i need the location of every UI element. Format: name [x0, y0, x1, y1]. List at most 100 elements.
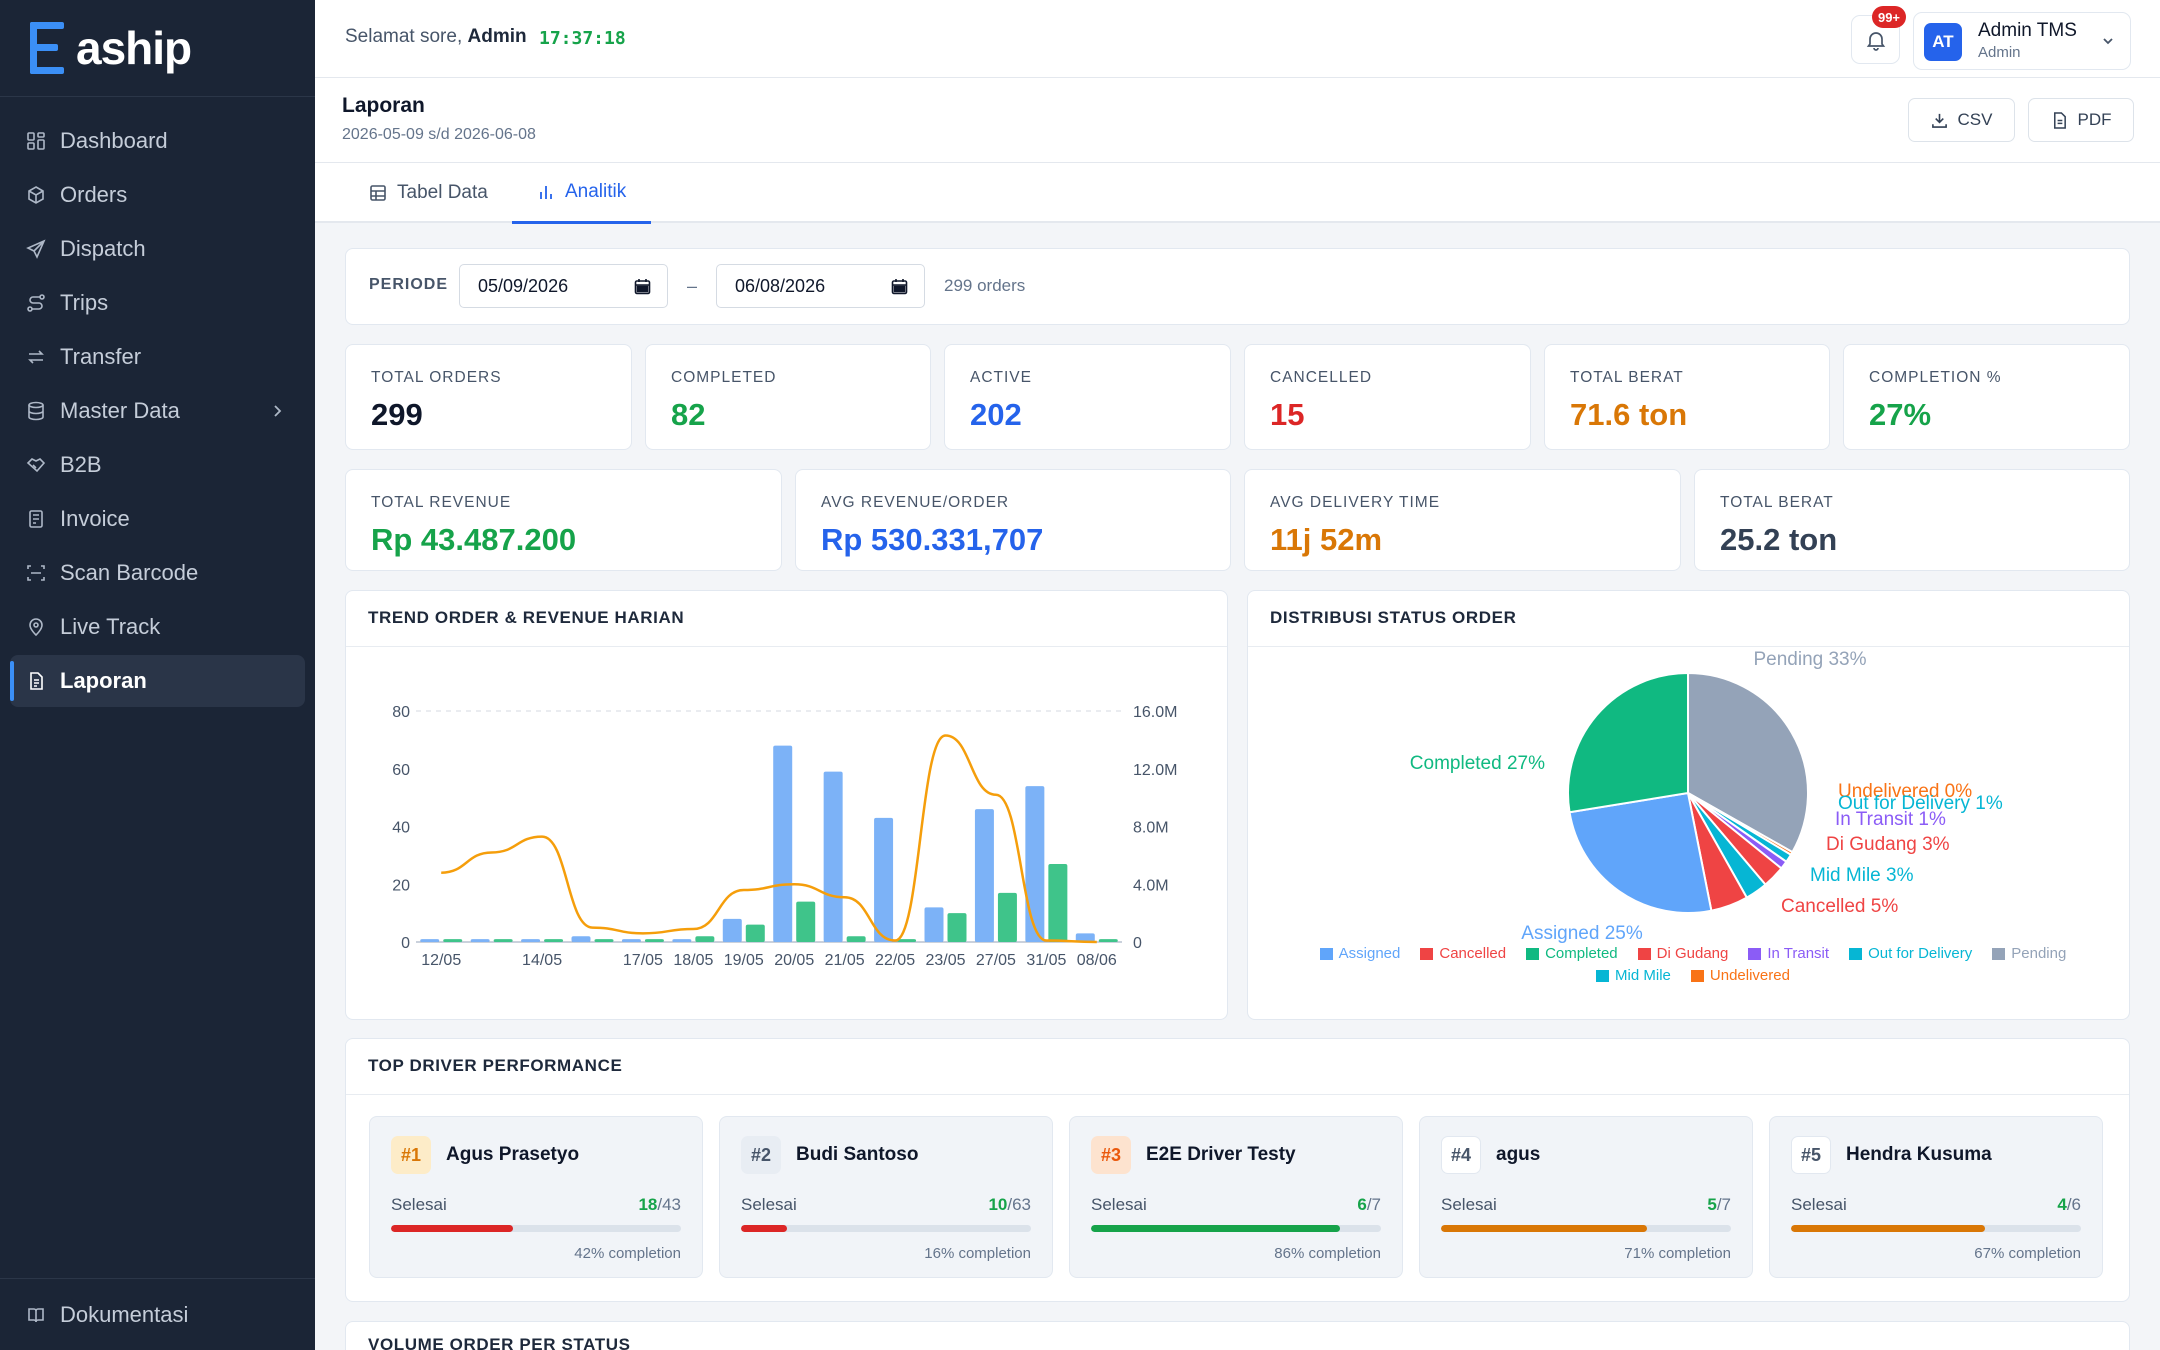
- book-icon: [28, 1307, 44, 1322]
- stat-label: AVG REVENUE/ORDER: [821, 494, 1010, 511]
- driver-card[interactable]: #2 Budi Santoso Selesai 10/63 16% completion: [719, 1116, 1053, 1278]
- send-icon: [26, 239, 46, 259]
- sidebar-item-trips[interactable]: Trips: [10, 277, 305, 329]
- panel-title: DISTRIBUSI STATUS ORDER: [1270, 608, 1517, 627]
- notification-badge: 99+: [1872, 6, 1906, 28]
- pie-slice-label: Pending 33%: [1753, 649, 1866, 670]
- driver-total-count: /63: [1007, 1195, 1031, 1214]
- invoice-icon: [26, 509, 46, 529]
- legend-item[interactable]: Pending: [1992, 945, 2066, 962]
- sidebar-item-laporan[interactable]: Laporan: [10, 655, 305, 707]
- driver-done-label: Selesai: [1791, 1195, 1847, 1214]
- sidebar-item-label: Orders: [60, 182, 128, 207]
- legend-item[interactable]: Di Gudang: [1637, 945, 1728, 962]
- driver-card[interactable]: #4 agus Selesai 5/7 71% completion: [1419, 1116, 1753, 1278]
- panel-title: VOLUME ORDER PER STATUS: [368, 1335, 631, 1350]
- legend-item[interactable]: Completed: [1526, 945, 1618, 962]
- sidebar-item-invoice[interactable]: Invoice: [10, 493, 305, 545]
- driver-card[interactable]: #1 Agus Prasetyo Selesai 18/43 42% completio…: [369, 1116, 703, 1278]
- legend-item[interactable]: Out for Delivery: [1849, 945, 1972, 962]
- legend-label: Undelivered: [1709, 967, 1790, 984]
- driver-completed-count: 10/63: [988, 1195, 1031, 1215]
- tab-analitik[interactable]: Analitik: [512, 163, 652, 224]
- sidebar-item-b2b[interactable]: B2B: [10, 439, 305, 491]
- sidebar-item-master-data[interactable]: Master Data: [10, 385, 305, 437]
- driver-completion-text: 86% completion: [1274, 1245, 1381, 1262]
- volume-panel: VOLUME ORDER PER STATUS: [345, 1321, 2130, 1350]
- sidebar: aship Dashboard Orders Dispatch Trips Tr…: [0, 0, 315, 1350]
- driver-rank-badge: #4: [1441, 1136, 1481, 1174]
- route-icon: [26, 293, 46, 313]
- export-pdf-button[interactable]: PDF: [2028, 98, 2134, 142]
- sidebar-item-dokumentasi[interactable]: Dokumentasi: [0, 1278, 315, 1350]
- driver-card[interactable]: #3 E2E Driver Testy Selesai 6/7 86% completi…: [1069, 1116, 1403, 1278]
- driver-done-count: 18: [638, 1195, 658, 1214]
- sidebar-item-label: B2B: [60, 452, 102, 477]
- date-to-input[interactable]: 06/08/2026: [716, 264, 925, 308]
- export-csv-button[interactable]: CSV: [1908, 98, 2015, 142]
- sidebar-item-dashboard[interactable]: Dashboard: [10, 115, 305, 167]
- sidebar-item-orders[interactable]: Orders: [10, 169, 305, 221]
- sidebar-item-scan-barcode[interactable]: Scan Barcode: [10, 547, 305, 599]
- driver-total-count: /6: [2066, 1195, 2081, 1214]
- brand-logo[interactable]: aship: [0, 0, 315, 97]
- completion-progress-fill: [1091, 1225, 1341, 1232]
- date-from-input[interactable]: 05/09/2026: [459, 264, 668, 308]
- driver-name: E2E Driver Testy: [1146, 1144, 1296, 1165]
- legend-label: Assigned: [1338, 945, 1401, 962]
- driver-done-count: 5: [1707, 1195, 1717, 1214]
- stat-label: TOTAL ORDERS: [371, 369, 502, 386]
- pie-slice-label: In Transit 1%: [1835, 809, 1946, 830]
- logo-mark-icon: [30, 22, 70, 74]
- bar: [1098, 939, 1118, 942]
- legend-label: Completed: [1545, 945, 1618, 962]
- driver-card[interactable]: #5 Hendra Kusuma Selesai 4/6 67% completion: [1769, 1116, 2103, 1278]
- legend-item[interactable]: Undelivered: [1690, 967, 1790, 984]
- user-menu[interactable]: AT Admin TMS Admin: [1913, 12, 2131, 70]
- legend-item[interactable]: Assigned: [1319, 945, 1401, 962]
- bar: [571, 936, 591, 942]
- tab-tabel-data[interactable]: Tabel Data: [369, 163, 488, 223]
- legend-item[interactable]: Cancelled: [1420, 945, 1506, 962]
- stat-total-revenue: TOTAL REVENUE Rp 43.487.200: [345, 469, 782, 571]
- stat-cancelled: CANCELLED 15: [1244, 344, 1531, 450]
- pie-legend: Assigned Cancelled Completed Di Gudang In Tr…: [1288, 945, 2098, 989]
- legend-swatch: [1420, 947, 1434, 960]
- y-right-tick-label: 12.0M: [1133, 762, 1177, 779]
- x-tick-label: 19/05: [724, 952, 764, 969]
- pie-slice[interactable]: [1687, 671, 1809, 854]
- driver-rank-badge: #2: [741, 1136, 781, 1174]
- driver-total-count: /43: [657, 1195, 681, 1214]
- package-icon: [26, 185, 46, 205]
- sidebar-item-dispatch[interactable]: Dispatch: [10, 223, 305, 275]
- bar: [621, 939, 641, 942]
- date-to-value: 06/08/2026: [735, 275, 826, 296]
- brand-name: aship: [76, 22, 192, 74]
- revenue-line: [441, 734, 1097, 944]
- completion-progress-fill: [391, 1225, 513, 1232]
- driver-done-label: Selesai: [741, 1195, 797, 1214]
- legend-item[interactable]: Mid Mile: [1596, 967, 1671, 984]
- sidebar-item-transfer[interactable]: Transfer: [10, 331, 305, 383]
- pie-slice-label: Undelivered 0%: [1838, 781, 1972, 802]
- bar: [897, 939, 917, 942]
- sidebar-item-label: Transfer: [60, 344, 142, 369]
- pie-slice-label: Cancelled 5%: [1781, 896, 1898, 917]
- bar-chart-icon: [540, 186, 552, 199]
- file-icon: [2053, 111, 2066, 129]
- stat-completion: COMPLETION % 27%: [1843, 344, 2130, 450]
- stat-label: COMPLETED: [671, 369, 777, 386]
- legend-item[interactable]: In Transit: [1748, 945, 1829, 962]
- pie-slice[interactable]: [1567, 671, 1689, 814]
- stat-value: Rp 530.331,707: [821, 522, 1044, 557]
- sidebar-item-live-track[interactable]: Live Track: [10, 601, 305, 653]
- completion-progress-bar: [1091, 1225, 1381, 1232]
- pie-slice[interactable]: [1568, 791, 1713, 914]
- driver-completion-text: 71% completion: [1624, 1245, 1731, 1262]
- x-tick-label: 20/05: [774, 952, 814, 969]
- bar: [997, 892, 1017, 942]
- bar: [745, 924, 765, 942]
- y-left-tick-label: 40: [392, 820, 410, 837]
- sidebar-item-label: Laporan: [60, 668, 147, 693]
- pie-slice-label: Mid Mile 3%: [1810, 865, 1914, 886]
